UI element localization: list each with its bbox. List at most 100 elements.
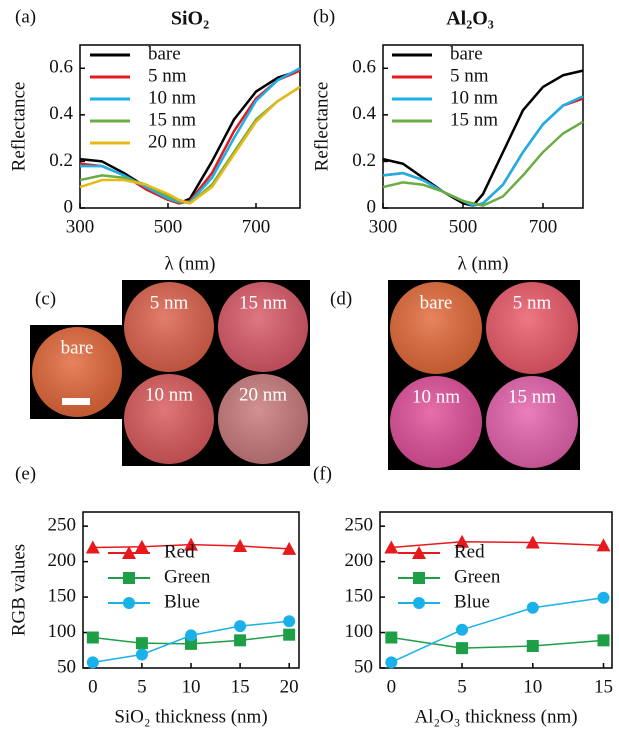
x-tick-label: 5 bbox=[457, 676, 467, 697]
data-point bbox=[282, 541, 297, 555]
data-point bbox=[184, 537, 198, 551]
sphere-shade bbox=[486, 282, 578, 374]
data-point bbox=[134, 539, 149, 553]
data-point bbox=[455, 534, 470, 548]
x-tick-label: 10 bbox=[523, 676, 542, 697]
panel-label: (c) bbox=[35, 288, 56, 309]
panel-label: (a) bbox=[15, 6, 36, 27]
y-tick-label: 0.2 bbox=[49, 150, 73, 171]
y-tick-label: 200 bbox=[48, 550, 77, 571]
data-point bbox=[85, 540, 100, 554]
legend-label: 15 nm bbox=[148, 109, 196, 130]
data-point bbox=[385, 631, 398, 644]
y-tick-label: 100 bbox=[48, 621, 77, 642]
y-tick-label: 50 bbox=[354, 656, 373, 677]
legend-label: 5 nm bbox=[450, 65, 489, 86]
x-tick-label: 300 bbox=[66, 216, 95, 237]
legend-marker bbox=[413, 572, 425, 584]
data-point bbox=[234, 620, 247, 633]
y-tick-label: 0 bbox=[64, 196, 74, 217]
series-line bbox=[382, 120, 584, 207]
tile-label: bare bbox=[61, 337, 94, 358]
x-tick-label: 5 bbox=[137, 676, 147, 697]
legend-label: Blue bbox=[454, 591, 490, 612]
legend-label: Green bbox=[164, 566, 211, 587]
y-tick-label: 200 bbox=[345, 550, 374, 571]
x-tick-label: 10 bbox=[182, 676, 201, 697]
tile-label: 20 nm bbox=[239, 384, 287, 405]
y-tick-label: 0.4 bbox=[352, 103, 376, 124]
x-tick-label: 15 bbox=[594, 676, 613, 697]
data-point bbox=[597, 634, 610, 647]
legend-marker bbox=[122, 546, 136, 559]
data-point bbox=[234, 634, 247, 647]
legend-label: 5 nm bbox=[148, 65, 187, 86]
x-tick-label: 0 bbox=[88, 676, 98, 697]
chart-title: SiO₂ bbox=[171, 8, 209, 30]
plot-frame bbox=[79, 44, 301, 209]
legend-label: 10 nm bbox=[450, 87, 498, 108]
series-line bbox=[391, 597, 604, 664]
legend-label: 15 nm bbox=[450, 109, 498, 130]
panel-label: (d) bbox=[330, 288, 352, 309]
y-tick-label: 150 bbox=[48, 585, 77, 606]
series-line bbox=[382, 69, 584, 207]
chart-title: Al₂O₃ bbox=[446, 8, 494, 30]
y-axis-label: Reflectance bbox=[8, 82, 29, 172]
legend-label: Red bbox=[454, 541, 485, 562]
legend-label: 20 nm bbox=[148, 131, 196, 152]
data-point bbox=[185, 629, 197, 642]
sphere-shade bbox=[218, 282, 308, 372]
data-point bbox=[526, 640, 539, 653]
sphere-shade bbox=[32, 327, 122, 417]
legend-marker bbox=[413, 597, 425, 609]
y-tick-label: 50 bbox=[57, 656, 76, 677]
tile-label: 15 nm bbox=[239, 292, 287, 313]
legend-marker bbox=[123, 572, 135, 584]
x-axis-label: SiO₂ thickness (nm) bbox=[114, 706, 267, 727]
sphere-shade bbox=[124, 374, 214, 464]
data-point bbox=[283, 615, 296, 628]
data-point bbox=[283, 628, 296, 641]
y-tick-label: 100 bbox=[345, 621, 374, 642]
data-point bbox=[135, 637, 148, 650]
panel-label: (e) bbox=[15, 463, 36, 484]
tile-label: 15 nm bbox=[508, 386, 556, 407]
x-tick-label: 500 bbox=[154, 216, 183, 237]
panel-label: (f) bbox=[313, 463, 332, 484]
x-axis-label: λ (nm) bbox=[165, 253, 216, 274]
tile-label: 10 nm bbox=[412, 386, 460, 407]
x-tick-label: 700 bbox=[242, 216, 271, 237]
x-tick-label: 20 bbox=[280, 676, 299, 697]
data-point bbox=[525, 535, 540, 549]
data-point bbox=[456, 623, 469, 636]
data-point bbox=[233, 539, 248, 553]
y-tick-label: 250 bbox=[48, 515, 77, 536]
plot-frame bbox=[382, 44, 584, 209]
y-tick-label: 0.2 bbox=[352, 150, 376, 171]
legend-label: bare bbox=[148, 43, 181, 64]
legend-label: Green bbox=[454, 566, 501, 587]
data-point bbox=[596, 538, 611, 552]
data-point bbox=[456, 642, 469, 655]
y-tick-label: 0.6 bbox=[352, 57, 376, 78]
series-line bbox=[79, 85, 301, 205]
tile-label: 5 nm bbox=[513, 292, 552, 313]
tile-label: bare bbox=[420, 292, 453, 313]
x-axis-label: Al₂O₃ thickness (nm) bbox=[414, 706, 577, 727]
data-point bbox=[86, 656, 99, 669]
series-line bbox=[391, 636, 604, 649]
x-tick-label: 500 bbox=[449, 216, 478, 237]
data-point bbox=[526, 601, 539, 614]
data-point bbox=[384, 540, 399, 554]
y-tick-label: 0.4 bbox=[49, 103, 73, 124]
scale-bar bbox=[62, 398, 90, 405]
sphere-shade bbox=[390, 282, 482, 374]
y-tick-label: 0 bbox=[367, 196, 377, 217]
legend-label: 10 nm bbox=[148, 87, 196, 108]
y-tick-label: 150 bbox=[345, 585, 374, 606]
x-tick-label: 15 bbox=[231, 676, 250, 697]
y-axis-label: Reflectance bbox=[311, 82, 332, 172]
tile-label: 5 nm bbox=[150, 292, 189, 313]
x-tick-label: 700 bbox=[529, 216, 558, 237]
